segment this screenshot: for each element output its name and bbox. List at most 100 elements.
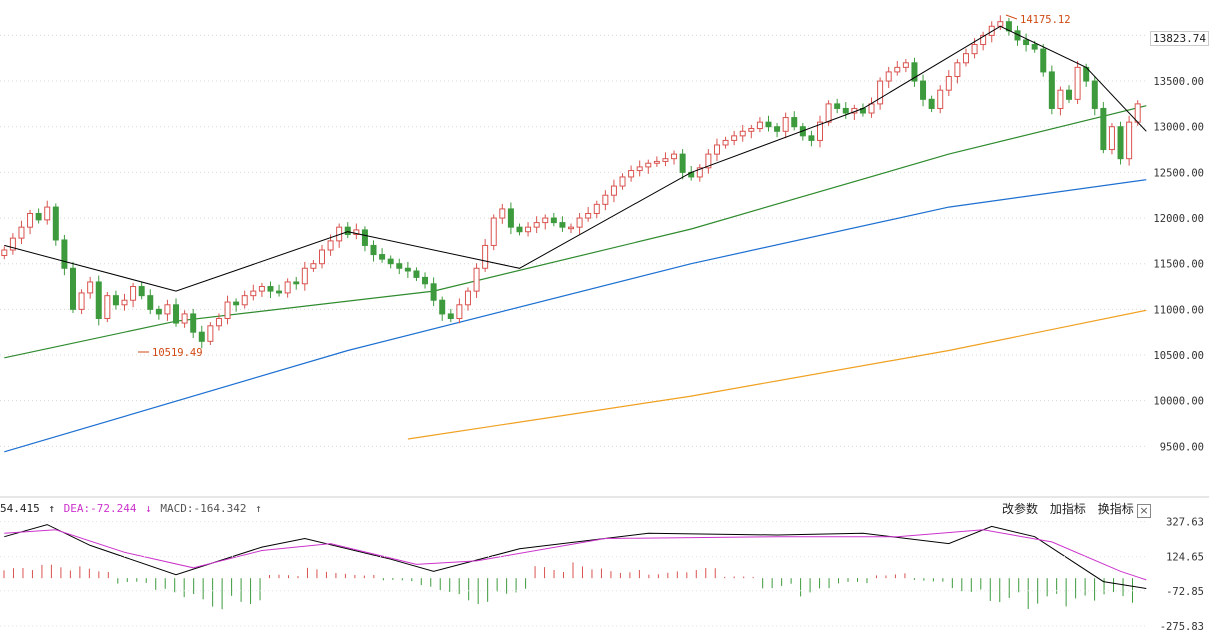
candle-body — [155, 308, 162, 315]
macd-dea-line — [4, 529, 1147, 581]
candle-body — [1134, 103, 1141, 123]
grid-lines — [0, 34, 1148, 447]
macd-tick-label: -275.83 — [1160, 621, 1204, 633]
candle-body — [739, 130, 746, 137]
candle-body — [885, 71, 892, 82]
candle-body — [396, 263, 403, 269]
candle-body — [181, 313, 188, 324]
candle-body — [61, 239, 68, 269]
candle-body — [679, 153, 686, 173]
high-arrow-icon — [1005, 14, 1018, 20]
candle-body — [207, 325, 214, 342]
candle-body — [422, 276, 429, 285]
candle-body — [988, 25, 995, 36]
ma5-line — [4, 25, 1147, 292]
candle-body — [825, 103, 832, 123]
current-price-tag: 13823.74 — [1150, 31, 1209, 46]
candle-body — [499, 208, 506, 219]
macd-indicator-bar: 54.415 ↑ DEA:-72.244 ↓ MACD:-164.342 ↑ — [0, 502, 264, 515]
macd-dif-line — [4, 524, 1147, 589]
candle-body — [327, 240, 334, 251]
candle-body — [464, 290, 471, 306]
candle-body — [318, 249, 325, 265]
ma250-path — [407, 309, 1147, 440]
candle-body — [962, 53, 969, 64]
candle-body — [147, 295, 154, 310]
candle-body — [1040, 48, 1047, 73]
candle-body — [353, 229, 360, 235]
candle-body — [550, 217, 557, 224]
candle-body — [233, 301, 240, 306]
candle-body — [35, 212, 42, 221]
candle-body — [748, 128, 755, 132]
candle-body — [490, 217, 497, 246]
candle-body — [628, 170, 635, 178]
close-panel-button[interactable]: × — [1137, 504, 1151, 518]
candle-body — [928, 98, 935, 109]
candle-body — [310, 263, 317, 269]
candle-body — [69, 267, 76, 310]
change-params-button[interactable]: 改参数 — [1002, 502, 1039, 516]
candle-body — [782, 117, 789, 132]
candle-body — [301, 267, 308, 285]
candle-body — [404, 267, 411, 272]
candle-body — [894, 66, 901, 73]
candle-body — [808, 135, 815, 141]
candle-body — [713, 144, 720, 155]
candle-body — [911, 62, 918, 82]
candle-body — [576, 217, 583, 228]
candle-body — [1074, 66, 1081, 100]
price-tick-label: 12500.00 — [1153, 167, 1204, 179]
candle-body — [568, 226, 574, 230]
candle-body — [645, 162, 652, 168]
candle-body — [1126, 121, 1133, 160]
candle-body — [705, 153, 712, 169]
candle-body — [791, 117, 798, 128]
candle-body — [722, 139, 729, 146]
candle-body — [1057, 89, 1064, 109]
macd-histogram — [3, 562, 1134, 610]
candle-body — [877, 80, 884, 105]
candle-body — [1117, 126, 1124, 160]
candle-body — [198, 331, 205, 342]
switch-indicator-button[interactable]: 换指标 — [1097, 502, 1134, 516]
candle-body — [1066, 89, 1073, 100]
dea-path — [4, 529, 1147, 581]
macd-arrow-icon: ↑ — [255, 502, 262, 515]
candle-body — [610, 185, 617, 196]
ma250-line — [407, 309, 1147, 440]
candle-body — [164, 304, 171, 315]
candle-body — [971, 44, 978, 55]
candle-body — [18, 226, 25, 239]
candle-body — [525, 226, 532, 233]
price-tick-label: 10000.00 — [1153, 396, 1204, 408]
macd-value: MACD:-164.342 — [160, 502, 247, 515]
candle-body — [293, 281, 300, 285]
candle-body — [1031, 44, 1038, 50]
price-tick-label: 9500.00 — [1160, 441, 1204, 453]
candle-body — [636, 166, 643, 172]
candle-body — [456, 304, 463, 319]
candle-body — [482, 244, 489, 269]
price-tick-label: 12000.00 — [1153, 213, 1204, 225]
candle-body — [585, 212, 592, 219]
candle-body — [52, 206, 59, 241]
candle-body — [121, 299, 128, 306]
macd-tick-label: 124.65 — [1166, 552, 1204, 564]
macd-tick-label: 327.63 — [1166, 517, 1204, 529]
candle-body — [276, 290, 283, 294]
candle-body — [112, 295, 119, 306]
candle-body — [842, 107, 849, 114]
candle-body — [671, 153, 678, 160]
add-indicator-button[interactable]: 加指标 — [1049, 502, 1086, 516]
candle-body — [834, 103, 841, 109]
macd-tick-label: -72.85 — [1166, 586, 1204, 598]
candle-body — [997, 21, 1004, 27]
candlesticks — [1, 15, 1141, 349]
price-tick-label: 11500.00 — [1153, 259, 1204, 271]
price-annotations: 14175.12 10519.49 — [138, 14, 1071, 359]
candle-body — [1048, 71, 1055, 109]
candle-body — [937, 89, 944, 109]
candle-body — [662, 158, 669, 162]
